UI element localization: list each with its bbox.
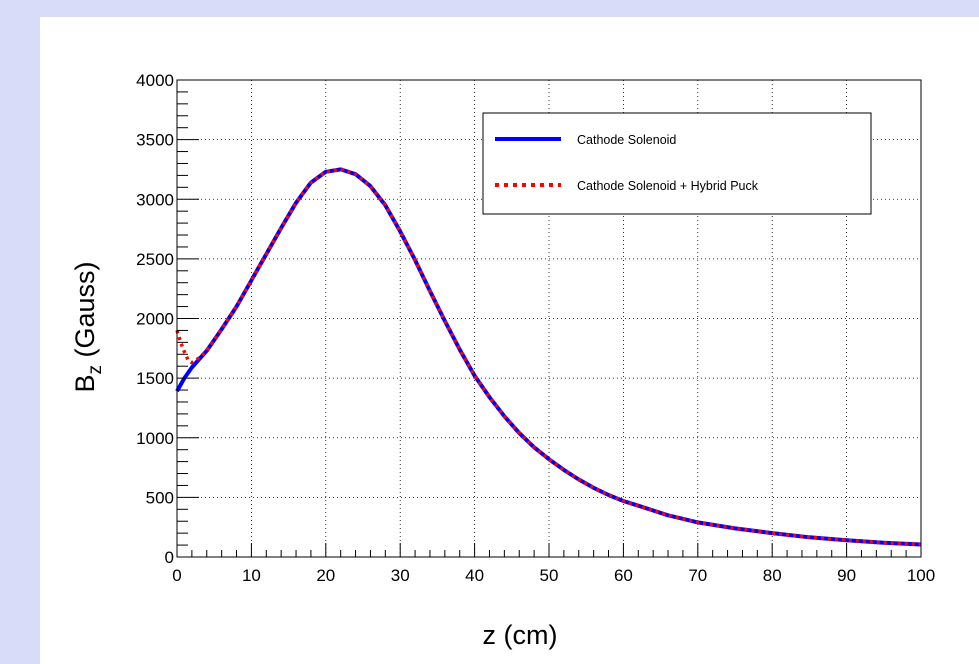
x-tick-label: 50: [540, 566, 559, 585]
tick-labels: 0 10 20 30 40 50 60 70 80 90 100050010001500200025…: [136, 71, 935, 585]
y-tick-label: 4000: [136, 71, 174, 90]
line-chart: 0 10 20 30 40 50 60 70 80 90 100050010001500200025…: [70, 71, 935, 650]
series-line-hybrid-puck: [175, 167, 922, 547]
legend: Cathode Solenoid Cathode Solenoid + Hybr…: [482, 112, 872, 215]
axis-ticks: [176, 79, 922, 558]
y-tick-label: 3000: [136, 190, 174, 209]
chart-canvas: 0 10 20 30 40 50 60 70 80 90 100 0 500 1000 1500 2000 25…: [40, 17, 979, 664]
x-tick-label: 10: [242, 566, 261, 585]
y-tick-label: 2000: [136, 310, 174, 329]
y-axis-label: Bz (Gauss): [70, 261, 106, 392]
x-tick-label: 80: [763, 566, 782, 585]
y-tick-label: 3500: [136, 131, 174, 150]
y-axis-label-subscript: z: [85, 365, 106, 375]
x-tick-label: 70: [688, 566, 707, 585]
x-tick-label: 40: [465, 566, 484, 585]
y-axis-label-main: B: [70, 375, 100, 393]
x-axis-label: z (cm): [483, 620, 558, 650]
x-tick-label: 60: [614, 566, 633, 585]
y-tick-label: 1500: [136, 369, 174, 388]
y-tick-label: 0: [165, 548, 174, 567]
y-tick-label: 2500: [136, 250, 174, 269]
legend-label-hybrid-puck: Cathode Solenoid + Hybrid Puck: [577, 179, 759, 193]
x-tick-label: 20: [316, 566, 335, 585]
y-axis-label-unit: (Gauss): [70, 261, 100, 365]
legend-box: [482, 112, 872, 215]
x-tick-label: 100: [907, 566, 935, 585]
series-group: [175, 167, 922, 547]
y-tick-label: 1000: [136, 429, 174, 448]
legend-label-cathode-solenoid: Cathode Solenoid: [577, 133, 676, 147]
y-tick-label: 500: [146, 488, 174, 507]
x-tick-label: 30: [391, 566, 410, 585]
x-tick-label: 0: [172, 566, 181, 585]
x-tick-label: 90: [837, 566, 856, 585]
